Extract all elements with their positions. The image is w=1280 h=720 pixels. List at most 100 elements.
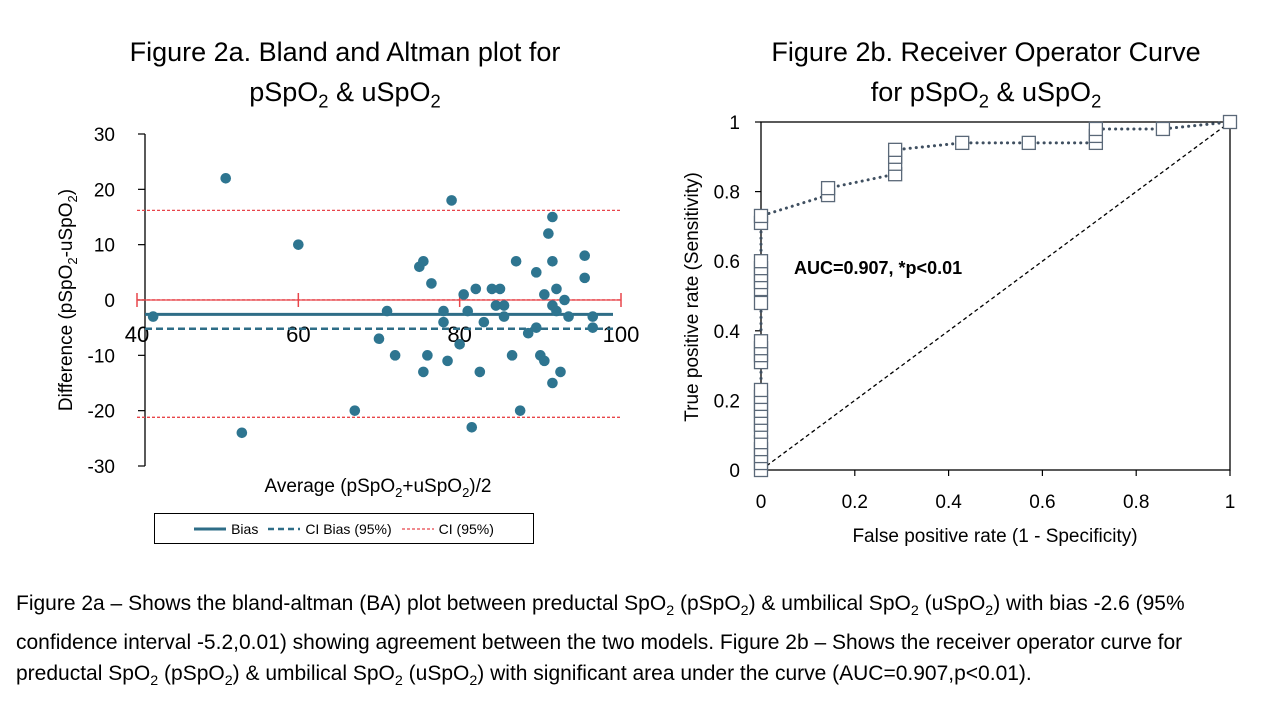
roc-point <box>753 208 769 224</box>
data-point <box>418 255 429 267</box>
data-point <box>547 211 558 223</box>
data-point <box>236 427 248 439</box>
roc-point <box>955 135 970 151</box>
y-tick-label: 0.8 <box>714 183 740 204</box>
roc-point <box>1021 135 1036 151</box>
data-point <box>498 300 510 311</box>
x-tick-label: 0 <box>756 492 767 513</box>
data-point <box>587 311 599 322</box>
y-tick-label: 0.2 <box>714 391 740 412</box>
legend-ci-bias-swatch <box>268 527 301 530</box>
figure-2a-title: Figure 2a. Bland and Altman plot for pSp… <box>129 37 561 112</box>
roc-point <box>887 142 903 157</box>
roc-point <box>753 295 769 311</box>
y-tick-label: 30 <box>94 125 115 146</box>
x-tick-label: 100 <box>603 322 640 347</box>
x-tick-label: 40 <box>125 322 149 347</box>
y-tick-label: -20 <box>88 402 115 423</box>
data-point <box>547 255 558 267</box>
roc-point <box>1155 121 1171 137</box>
y-tick-label: 10 <box>94 236 115 257</box>
data-point <box>293 239 304 250</box>
bland-altman-y-axis-label: Difference (pSpO2-uSpO2) <box>56 189 80 411</box>
x-tick-label: 0.6 <box>1029 492 1055 513</box>
data-point <box>490 300 502 311</box>
data-point <box>458 289 470 300</box>
data-point <box>381 305 393 317</box>
data-point <box>579 250 590 262</box>
y-tick-label: -10 <box>88 346 115 367</box>
x-tick-label: 0.8 <box>1123 492 1149 513</box>
roc-point <box>1088 121 1104 137</box>
roc-point <box>1222 114 1238 130</box>
x-tick-label: 1 <box>1225 492 1236 513</box>
y-tick-label: 20 <box>94 180 115 201</box>
roc-auc-annotation: AUC=0.907, *p<0.01 <box>794 258 962 278</box>
y-tick-label: 0.6 <box>714 252 740 273</box>
y-tick-label: 0 <box>729 461 740 482</box>
data-point <box>426 278 437 289</box>
roc-y-axis-label: True positive rate (Sensitivity) <box>682 172 703 422</box>
figure-caption: Figure 2a – Shows the bland-altman (BA) … <box>16 592 1185 690</box>
bland-altman-legend: Bias CI Bias (95%) CI (95%) <box>154 513 534 544</box>
data-point <box>559 294 570 306</box>
data-point <box>442 355 453 367</box>
data-point <box>579 272 590 284</box>
data-point <box>446 195 457 206</box>
roc-point <box>753 254 769 269</box>
data-point <box>514 405 526 416</box>
data-point <box>498 311 510 322</box>
data-point <box>454 338 465 350</box>
roc-curve-plot: True positive rate (Sensitivity) False p… <box>682 113 1238 547</box>
figure-2b-title: Figure 2b. Receiver Operator Curve for p… <box>771 37 1201 112</box>
data-point <box>470 283 482 295</box>
data-point <box>389 350 401 361</box>
data-point <box>486 283 498 295</box>
data-point <box>539 289 550 300</box>
data-point <box>478 316 490 328</box>
data-point <box>551 305 562 317</box>
data-point <box>510 255 522 267</box>
data-point <box>373 333 385 345</box>
x-tick-label: 0.2 <box>842 492 868 513</box>
data-point <box>147 311 159 322</box>
data-point <box>563 311 574 322</box>
data-point <box>220 172 232 184</box>
roc-point <box>753 382 769 398</box>
data-point <box>531 322 542 333</box>
y-tick-label: 0 <box>104 291 115 312</box>
reference-diagonal <box>760 121 1231 471</box>
data-point <box>555 366 566 378</box>
data-point <box>438 305 449 317</box>
data-point <box>551 283 562 295</box>
data-point <box>522 327 534 339</box>
data-point <box>547 377 558 389</box>
data-point <box>543 228 554 239</box>
data-point <box>466 421 478 433</box>
roc-point <box>820 180 836 196</box>
roc-x-axis-label: False positive rate (1 - Specificity) <box>852 526 1137 547</box>
data-point <box>587 322 599 333</box>
legend-ci-swatch <box>401 527 434 530</box>
data-point <box>539 355 550 367</box>
data-point <box>349 405 361 416</box>
data-point <box>506 350 518 361</box>
data-point <box>422 350 433 361</box>
x-tick-label: 0.4 <box>935 492 962 513</box>
y-tick-label: 0.4 <box>714 322 741 343</box>
legend-item-ci-bias: CI Bias (95%) <box>268 521 392 537</box>
data-point <box>494 283 506 295</box>
data-point <box>474 366 486 378</box>
roc-point <box>753 334 769 349</box>
y-tick-label: 1 <box>729 113 740 134</box>
bland-altman-x-axis-label: Average (pSpO2+uSpO2)/2 <box>265 476 492 500</box>
data-point <box>462 305 474 317</box>
x-tick-label: 60 <box>286 322 310 347</box>
legend-item-ci: CI (95%) <box>401 521 494 537</box>
data-point <box>418 366 429 378</box>
y-tick-label: -30 <box>88 457 115 478</box>
data-point <box>531 267 542 278</box>
data-point <box>438 316 449 328</box>
